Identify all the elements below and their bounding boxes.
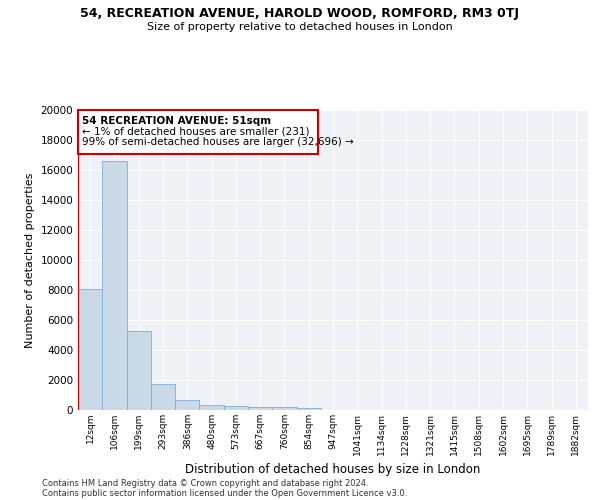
Bar xyxy=(102,161,127,410)
Bar xyxy=(151,384,175,410)
Text: 54, RECREATION AVENUE, HAROLD WOOD, ROMFORD, RM3 0TJ: 54, RECREATION AVENUE, HAROLD WOOD, ROMF… xyxy=(80,8,520,20)
Y-axis label: Number of detached properties: Number of detached properties xyxy=(25,172,35,348)
Text: 99% of semi-detached houses are larger (32,696) →: 99% of semi-detached houses are larger (… xyxy=(82,137,353,147)
Bar xyxy=(272,408,296,410)
Text: 54 RECREATION AVENUE: 51sqm: 54 RECREATION AVENUE: 51sqm xyxy=(82,116,271,126)
Text: Contains public sector information licensed under the Open Government Licence v3: Contains public sector information licen… xyxy=(42,488,407,498)
Bar xyxy=(78,110,319,154)
Bar xyxy=(127,330,151,410)
Bar xyxy=(224,406,248,410)
Text: Contains HM Land Registry data © Crown copyright and database right 2024.: Contains HM Land Registry data © Crown c… xyxy=(42,478,368,488)
Bar xyxy=(78,288,102,410)
Bar xyxy=(296,408,321,410)
Text: ← 1% of detached houses are smaller (231): ← 1% of detached houses are smaller (231… xyxy=(82,126,309,136)
Bar xyxy=(199,405,224,410)
Bar xyxy=(175,400,199,410)
Text: Size of property relative to detached houses in London: Size of property relative to detached ho… xyxy=(147,22,453,32)
Bar xyxy=(248,407,272,410)
X-axis label: Distribution of detached houses by size in London: Distribution of detached houses by size … xyxy=(185,463,481,476)
